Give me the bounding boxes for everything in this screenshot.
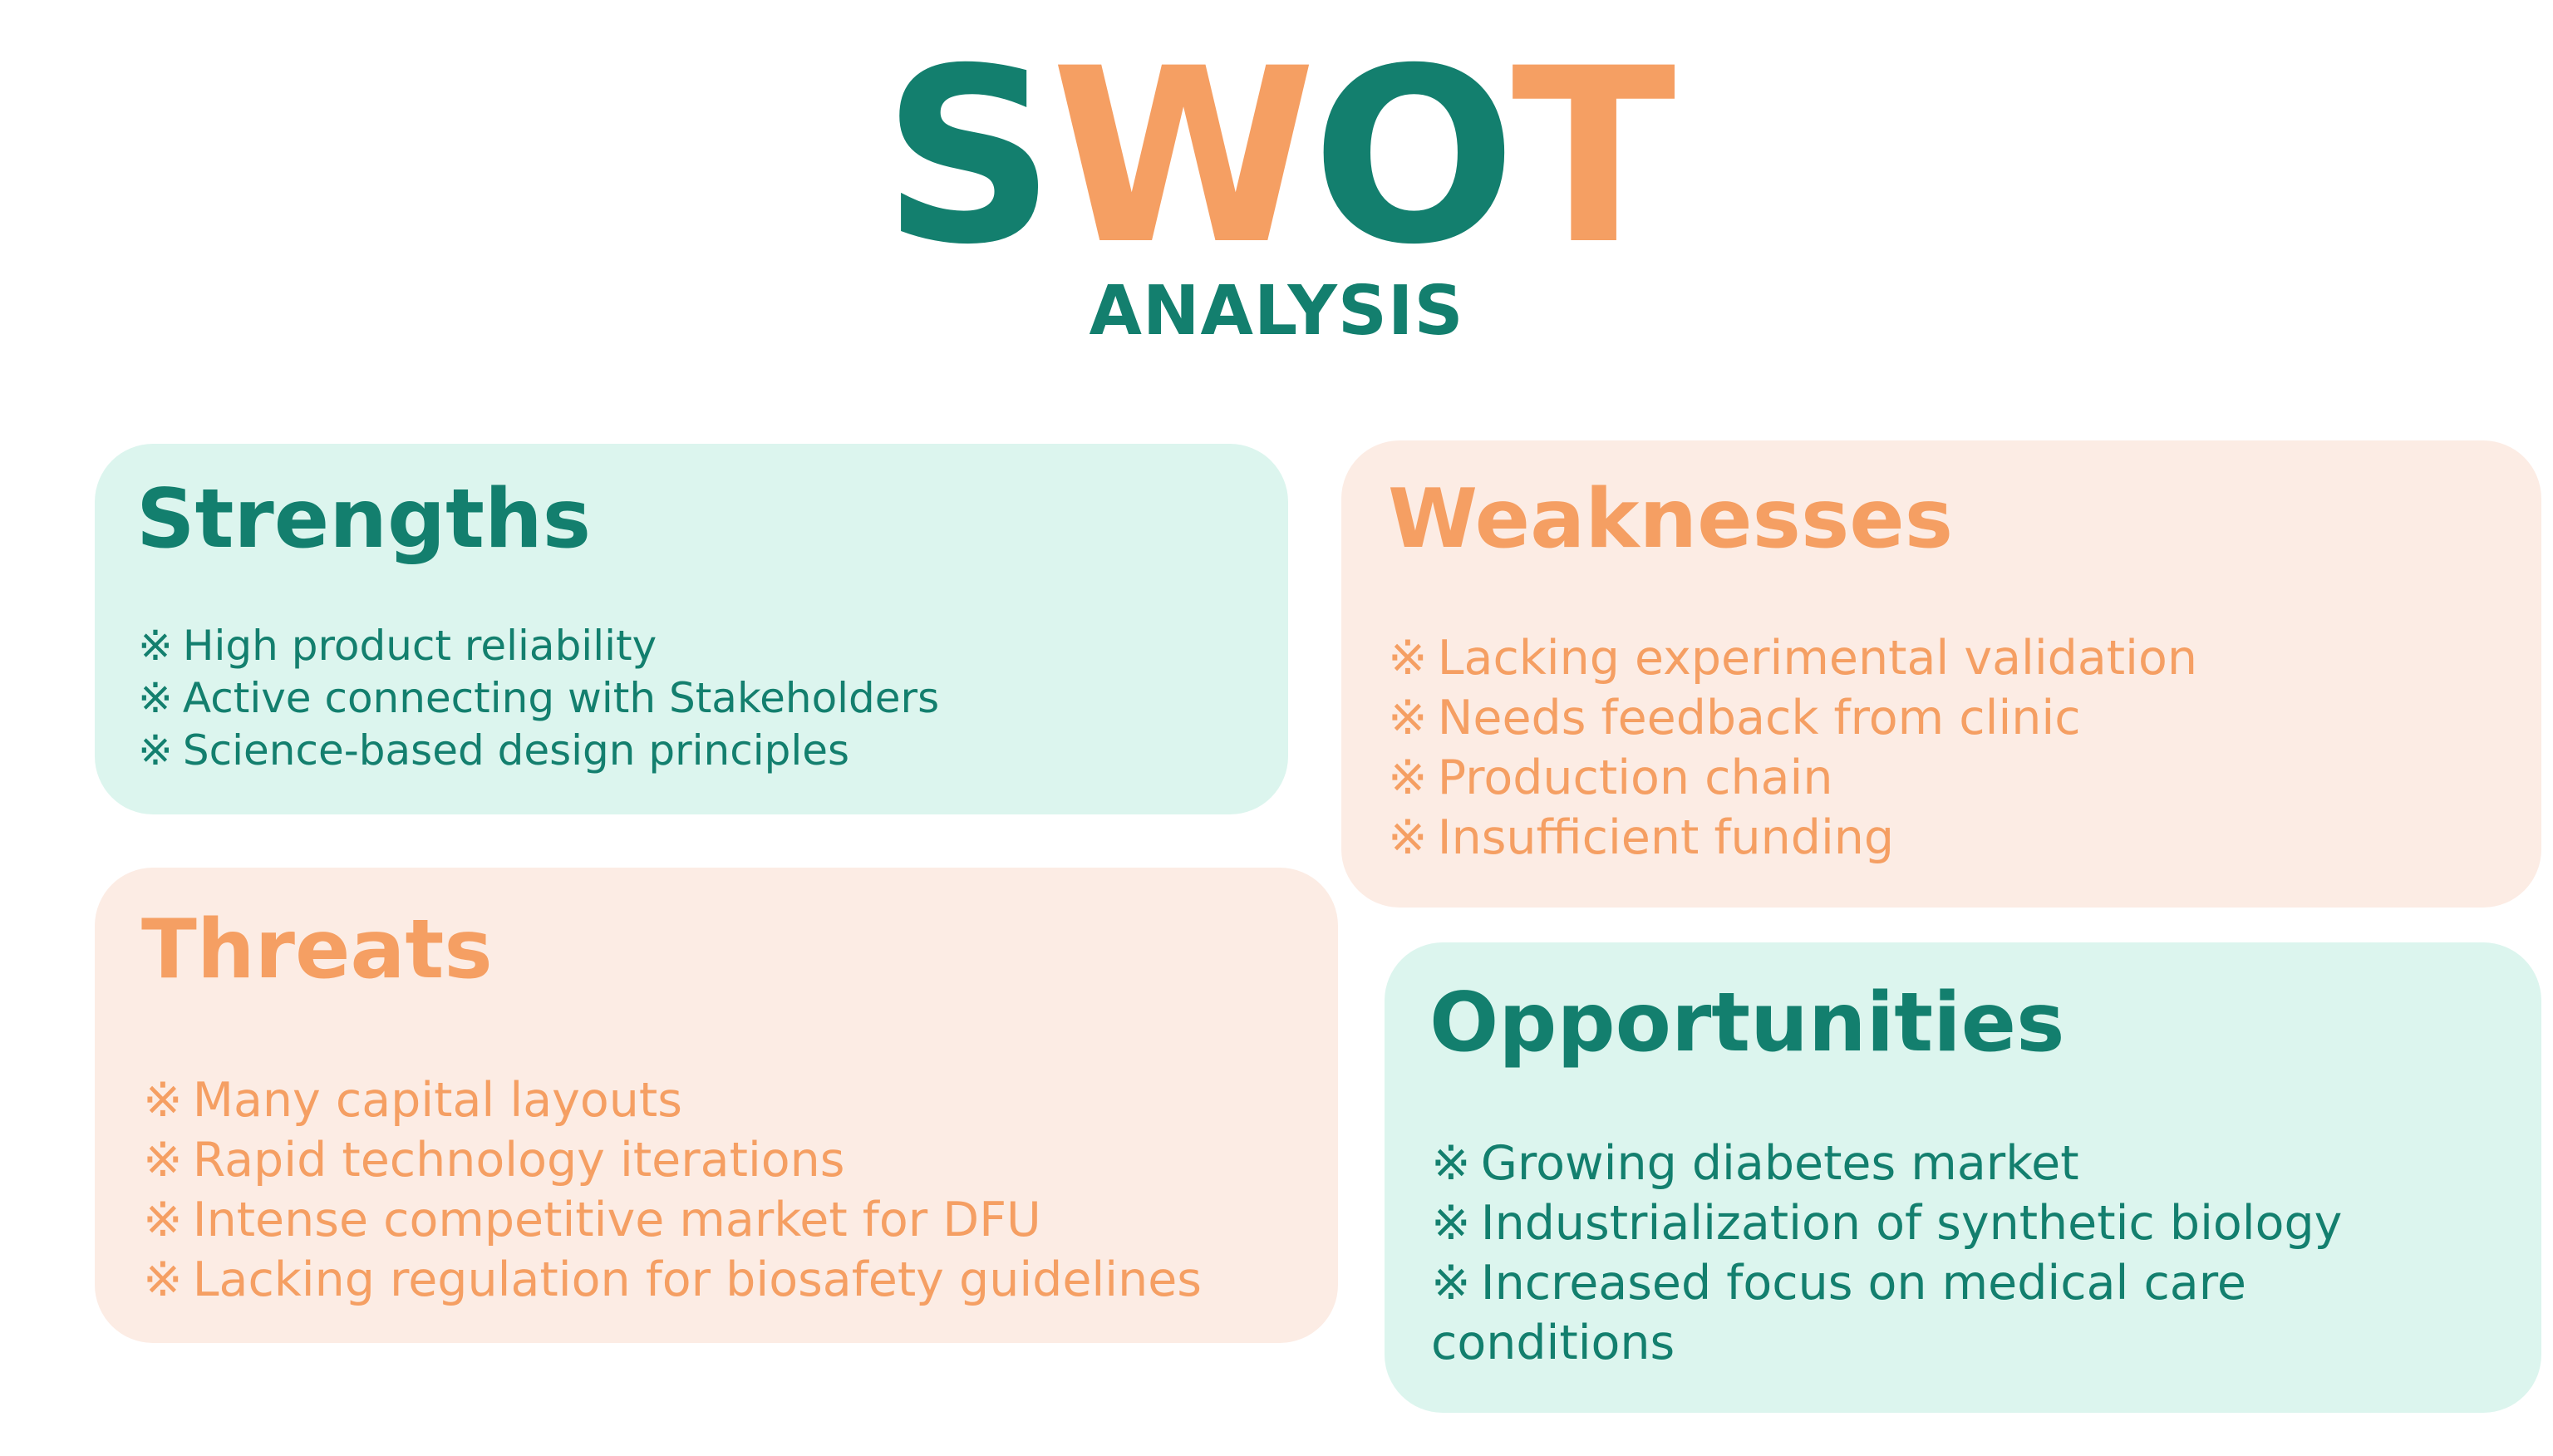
- opportunities-list: ※ Growing diabetes market ※ Industrializat…: [1431, 1134, 2342, 1373]
- swot-subtitle: ANALYSIS: [1089, 272, 1464, 351]
- reference-mark-icon: ※: [1431, 1256, 1471, 1311]
- list-item: ※ Intense competitive market for DFU: [143, 1190, 1202, 1250]
- list-item: ※ Needs feedback from clinic: [1388, 688, 2197, 748]
- list-item-text: Many capital layouts: [192, 1073, 682, 1128]
- list-item: ※ Production chain: [1388, 748, 2197, 808]
- reference-mark-icon: ※: [143, 1252, 183, 1307]
- reference-mark-icon: ※: [1431, 1136, 1471, 1191]
- list-item: ※ Lacking experimental validation: [1388, 628, 2197, 688]
- list-item-text: Growing diabetes market: [1480, 1136, 2079, 1191]
- list-item-text: Lacking regulation for biosafety guideli…: [192, 1252, 1202, 1307]
- list-item-text: Lacking experimental validation: [1437, 631, 2197, 686]
- list-item: ※ Many capital layouts: [143, 1070, 1202, 1130]
- list-item-text: Science-based design principles: [182, 726, 850, 775]
- list-item-text: Rapid technology iterations: [192, 1133, 845, 1188]
- threats-list: ※ Many capital layouts ※ Rapid technology …: [143, 1070, 1202, 1310]
- list-item: ※ Insufficient funding: [1388, 808, 2197, 868]
- strengths-heading: Strengths: [136, 472, 592, 567]
- reference-mark-icon: ※: [138, 622, 173, 670]
- swot-title: SWOT: [0, 17, 2553, 298]
- swot-word: SWOT: [882, 17, 1676, 298]
- list-item: ※ Science-based design principles: [138, 725, 939, 777]
- weaknesses-box: Weaknesses ※ Lacking experimental validat…: [1341, 440, 2541, 908]
- list-item: ※ Industrialization of synthetic biology: [1431, 1193, 2342, 1253]
- reference-mark-icon: ※: [1388, 810, 1428, 865]
- reference-mark-icon: ※: [143, 1073, 183, 1128]
- list-item-text: Production chain: [1437, 750, 1833, 805]
- opportunities-heading: Opportunities: [1429, 976, 2065, 1070]
- list-item-text: Increased focus on medical care: [1480, 1256, 2246, 1311]
- reference-mark-icon: ※: [143, 1193, 183, 1247]
- strengths-box: Strengths ※ High product reliability ※ Act…: [95, 444, 1288, 814]
- reference-mark-icon: ※: [1431, 1196, 1471, 1251]
- swot-letter-t: T: [1511, 17, 1676, 298]
- list-item: ※ Lacking regulation for biosafety guidel…: [143, 1250, 1202, 1310]
- list-item-text: conditions: [1431, 1316, 1675, 1370]
- reference-mark-icon: ※: [138, 726, 173, 775]
- swot-letter-o: O: [1311, 17, 1517, 298]
- weaknesses-heading: Weaknesses: [1388, 472, 1954, 567]
- reference-mark-icon: ※: [143, 1133, 183, 1188]
- weaknesses-list: ※ Lacking experimental validation ※ Needs …: [1388, 628, 2197, 868]
- list-item: ※ Active connecting with Stakeholders: [138, 672, 939, 725]
- list-item-text: Insufficient funding: [1437, 810, 1895, 865]
- reference-mark-icon: ※: [1388, 750, 1428, 805]
- list-item-text: Needs feedback from clinic: [1437, 691, 2081, 745]
- reference-mark-icon: ※: [1388, 691, 1428, 745]
- reference-mark-icon: ※: [138, 674, 173, 722]
- threats-box: Threats ※ Many capital layouts ※ Rapid tec…: [95, 868, 1338, 1343]
- list-item: ※ High product reliability: [138, 620, 939, 672]
- list-item-continuation: conditions: [1431, 1313, 2342, 1373]
- reference-mark-icon: ※: [1388, 631, 1428, 686]
- threats-heading: Threats: [141, 903, 493, 997]
- swot-letter-w: W: [1050, 17, 1316, 298]
- list-item-text: Active connecting with Stakeholders: [182, 674, 940, 722]
- list-item: ※ Growing diabetes market: [1431, 1134, 2342, 1193]
- opportunities-box: Opportunities ※ Growing diabetes market ※…: [1385, 942, 2541, 1413]
- list-item-text: High product reliability: [182, 622, 657, 670]
- list-item-text: Industrialization of synthetic biology: [1480, 1196, 2343, 1251]
- list-item: ※ Rapid technology iterations: [143, 1130, 1202, 1190]
- swot-letter-s: S: [882, 17, 1055, 298]
- list-item-text: Intense competitive market for DFU: [192, 1193, 1041, 1247]
- strengths-list: ※ High product reliability ※ Active connec…: [138, 620, 939, 777]
- list-item: ※ Increased focus on medical care: [1431, 1253, 2342, 1313]
